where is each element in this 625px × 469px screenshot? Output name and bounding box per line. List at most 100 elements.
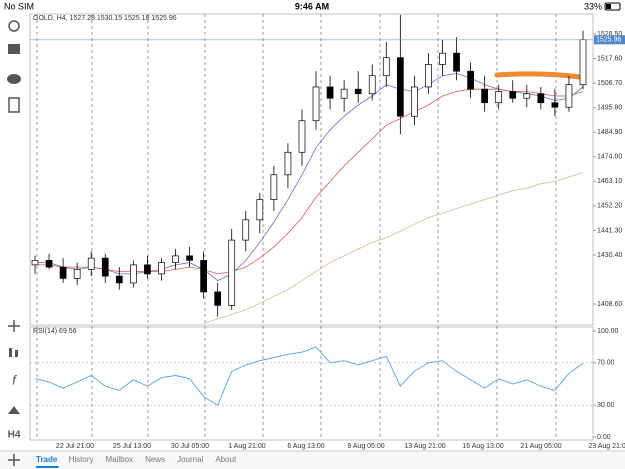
- chart-type-tool[interactable]: [9, 348, 12, 357]
- candle-body: [144, 264, 151, 275]
- last-price-label: 1525.96: [596, 37, 621, 44]
- y-tick-label: 1495.80: [597, 105, 622, 112]
- candle-body: [115, 275, 123, 284]
- candle-body: [87, 257, 95, 270]
- candle-body: [340, 88, 348, 99]
- rsi-frame: [29, 326, 594, 441]
- candle-body: [565, 84, 573, 108]
- x-tick-label: 1 Aug 21:00: [228, 443, 265, 450]
- tab[interactable]: News: [145, 455, 165, 464]
- candle-body: [396, 57, 404, 117]
- y-tick-label: 1528.50: [597, 31, 622, 38]
- x-tick-label: 25 Jul 13:00: [113, 443, 151, 450]
- candle-body: [270, 174, 278, 200]
- chart-type-tool-2[interactable]: [15, 350, 18, 357]
- battery-icon: [604, 2, 621, 11]
- candle-body: [537, 93, 545, 104]
- x-tick-label: 22 Jul 21:00: [56, 443, 94, 450]
- candle-body: [523, 93, 531, 99]
- rsi-line: [34, 346, 584, 406]
- chart-title: GOLD, H4, 1527.28 1530.15 1525.18 1525.9…: [33, 15, 177, 22]
- candle-body: [439, 52, 446, 65]
- candle-body: [200, 260, 207, 293]
- new-order-tool[interactable]: [8, 97, 20, 113]
- candle-body: [228, 239, 236, 306]
- candle-body: [326, 86, 334, 99]
- candle-body: [45, 260, 53, 268]
- candle-body: [312, 86, 320, 122]
- rsi-tick-label: 70.00: [597, 360, 615, 367]
- rsi-title: RSI(14) 69.56: [33, 328, 77, 335]
- y-tick-label: 1430.40: [597, 252, 622, 259]
- toolbar: f H4: [7, 20, 21, 441]
- tab-bar: [0, 451, 625, 469]
- tab-add[interactable]: [8, 454, 20, 466]
- tab[interactable]: Journal: [177, 455, 203, 464]
- candle-body: [130, 264, 137, 284]
- add-tool[interactable]: [8, 320, 20, 332]
- chat-tool[interactable]: [7, 74, 21, 84]
- candle-body: [579, 39, 587, 86]
- tab[interactable]: About: [215, 455, 237, 464]
- moving-average: [35, 73, 584, 282]
- candle-body: [467, 70, 474, 90]
- candle-body: [354, 88, 362, 95]
- moving-average: [203, 172, 584, 324]
- x-tick-label: 16 Aug 13:00: [462, 443, 503, 450]
- candle-body: [382, 57, 390, 77]
- tab[interactable]: Trade: [36, 455, 58, 464]
- x-tick-label: 30 Jul 05:00: [171, 443, 209, 450]
- candle-body: [186, 255, 193, 261]
- objects-tool[interactable]: [8, 406, 20, 414]
- candle-body: [73, 269, 81, 279]
- candle-body: [214, 291, 222, 306]
- candle-body: [59, 266, 67, 279]
- battery-level: [606, 4, 611, 9]
- x-tick-label: 23 Aug 21:00: [588, 443, 625, 450]
- clock: 9:46 AM: [295, 1, 329, 11]
- y-tick-label: 1506.70: [597, 80, 622, 87]
- moving-average: [35, 88, 584, 275]
- y-tick-label: 1441.30: [597, 227, 622, 234]
- rsi-tick-label: 30.00: [597, 402, 615, 409]
- rsi-tick-label: 0.00: [597, 434, 611, 441]
- y-tick-label: 1484.90: [597, 129, 622, 136]
- candle-body: [256, 199, 264, 221]
- candle-body: [368, 75, 376, 95]
- candle-body: [172, 255, 179, 263]
- tab[interactable]: Mailbox: [106, 455, 134, 464]
- candle-body: [158, 262, 165, 275]
- x-tick-label: 9 Aug 05:00: [347, 443, 384, 450]
- indicators-tool[interactable]: f: [12, 372, 17, 387]
- tab[interactable]: History: [69, 455, 94, 464]
- last-price-box: [594, 35, 625, 45]
- crosshair-tool[interactable]: [8, 20, 20, 32]
- candle-body: [481, 88, 488, 104]
- chart-frame: [29, 13, 594, 326]
- x-tick-label: 13 Aug 21:00: [404, 443, 445, 450]
- orders-tool[interactable]: [8, 44, 20, 54]
- carrier: No SIM: [4, 1, 34, 11]
- x-tick-label: 6 Aug 13:00: [287, 443, 324, 450]
- candle-body: [425, 64, 432, 88]
- period-separators: [36, 14, 557, 440]
- candle-body: [31, 260, 39, 266]
- candle-body: [453, 52, 460, 72]
- candle-body: [495, 91, 503, 104]
- candle-body: [242, 219, 250, 241]
- timeframe-tool[interactable]: H4: [8, 430, 21, 441]
- rsi-tick-label: 100.00: [597, 328, 619, 335]
- battery-text: 33%: [584, 1, 602, 11]
- candle-body: [298, 120, 306, 153]
- y-tick-label: 1408.60: [597, 301, 622, 308]
- y-tick-label: 1517.60: [597, 55, 622, 62]
- y-tick-label: 1452.20: [597, 203, 622, 210]
- x-tick-label: 21 Aug 05:00: [520, 443, 561, 450]
- candle-body: [101, 257, 109, 277]
- candle-body: [509, 91, 517, 99]
- y-tick-label: 1474.00: [597, 154, 622, 161]
- drawn-highlight: [494, 71, 583, 80]
- candle-body: [284, 151, 292, 176]
